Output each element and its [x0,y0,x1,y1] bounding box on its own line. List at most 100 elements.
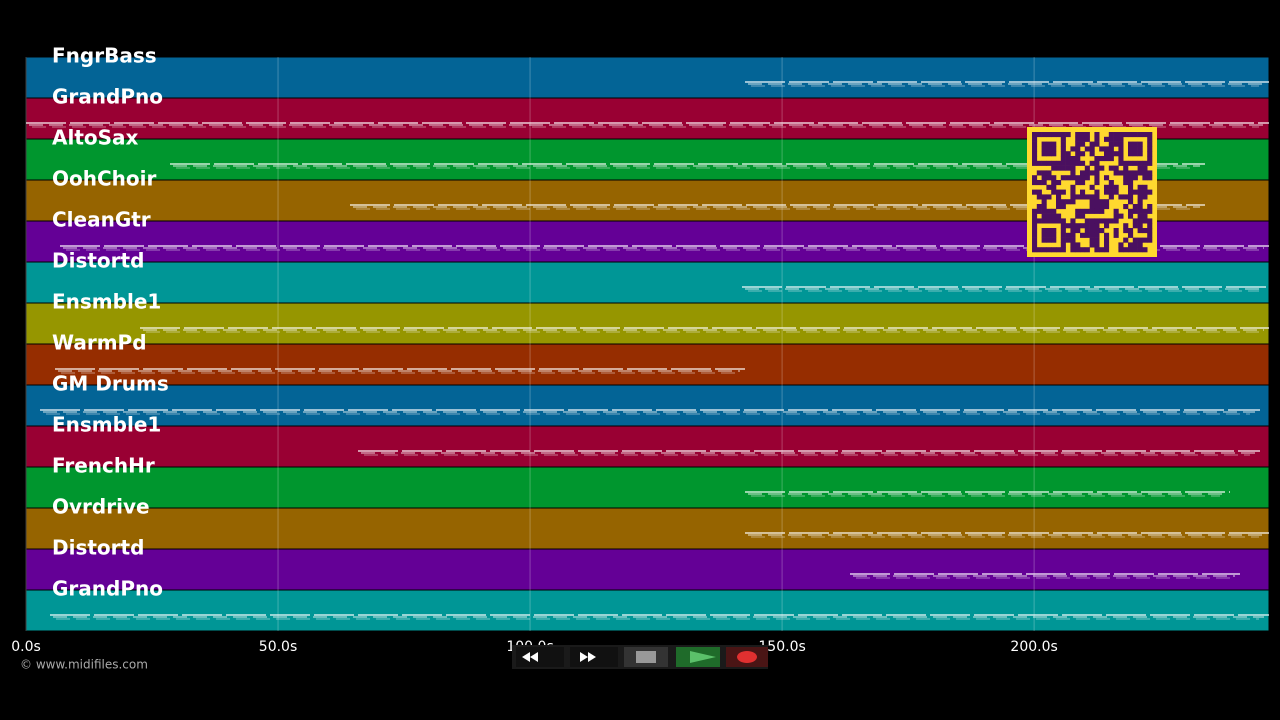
qr-cell [1075,242,1081,248]
qr-cell [1041,247,1047,253]
qr-cell [1128,213,1134,219]
qr-cell [1089,218,1095,224]
qr-cell [1065,160,1071,166]
qr-cell [1075,223,1081,229]
qr-cell [1041,199,1047,205]
qr-cell [1113,141,1119,147]
track-name: Distortd [52,536,144,560]
qr-cell [1147,151,1153,157]
qr-cell [1065,232,1071,238]
qr-cell [1123,194,1129,200]
qr-cell [1094,237,1100,243]
qr-cell [1080,136,1086,142]
track-name: FngrBass [52,44,157,68]
record-icon [737,651,757,663]
qr-cell [1032,175,1038,181]
qr-cell [1113,218,1119,224]
track-band [25,507,1270,550]
qr-cell [1060,218,1066,224]
qr-cell [1147,132,1153,138]
qr-cell [1046,175,1052,181]
qr-cell [1041,180,1047,186]
qr-cell [1147,170,1153,176]
qr-cell [1128,170,1134,176]
qr-cell [1128,146,1134,152]
qr-cell [1099,208,1105,214]
transport [512,645,768,669]
track-band [25,302,1270,345]
qr-cell [1032,247,1038,253]
qr-cell [1032,160,1038,166]
qr-cell [1094,228,1100,234]
qr-cell [1056,189,1062,195]
qr-cell [1080,170,1086,176]
qr-cell [1056,213,1062,219]
qr-cell [1118,141,1124,147]
qr-cell [1032,232,1038,238]
qr-cell [1060,237,1066,243]
qr-cell [1084,208,1090,214]
qr-cell [1032,237,1038,243]
qr-cell [1032,208,1038,214]
qr-cell [1137,247,1143,253]
qr-cell [1041,141,1047,147]
qr-cell [1147,141,1153,147]
qr-cell [1099,247,1105,253]
qr-cell [1046,237,1052,243]
qr-cell [1041,232,1047,238]
qr-cell [1094,218,1100,224]
forward-icon [580,652,596,662]
qr-cell [1128,151,1134,157]
qr-cell [1108,146,1114,152]
qr-cell [1118,194,1124,200]
qr-cell [1113,208,1119,214]
qr-cell [1142,218,1148,224]
track-band [25,384,1270,427]
qr-cell [1051,132,1057,138]
qr-cell [1132,218,1138,224]
qr-cell [1070,228,1076,234]
qr-cell [1051,165,1057,171]
qr-cell [1051,189,1057,195]
qr-cell [1032,146,1038,152]
qr-cell [1113,165,1119,171]
qr-cell [1089,199,1095,205]
track-band [25,343,1270,386]
qr-cell [1070,242,1076,248]
qr-cell [1137,146,1143,152]
qr-cell [1094,242,1100,248]
stop-icon [636,651,656,663]
rewind-button[interactable] [516,647,564,667]
qr-cell [1094,165,1100,171]
qr-cell [1060,151,1066,157]
qr-cell [1080,151,1086,157]
qr-cell [1137,160,1143,166]
qr-cell [1084,194,1090,200]
qr-cell [1099,156,1105,162]
qr-cell [1094,141,1100,147]
qr-cell [1084,175,1090,181]
qr-cell [1036,247,1042,253]
qr-cell [1132,223,1138,229]
qr-cell [1046,194,1052,200]
qr-cell [1137,208,1143,214]
qr-cell [1041,228,1047,234]
qr-cell [1075,146,1081,152]
track-name: GrandPno [52,577,163,601]
qr-cell [1118,160,1124,166]
qr-cell [1118,213,1124,219]
qr-cell [1137,141,1143,147]
qr-cell [1113,189,1119,195]
qr-cell [1147,218,1153,224]
qr-cell [1051,228,1057,234]
qr-cell [1137,242,1143,248]
qr-cell [1137,218,1143,224]
qr-cell [1147,175,1153,181]
qr-cell [1036,189,1042,195]
qr-cell [1046,208,1052,214]
qr-cell [1089,141,1095,147]
qr-cell [1075,194,1081,200]
qr-cell [1036,132,1042,138]
qr-cell [1032,151,1038,157]
qr-cell [1060,132,1066,138]
